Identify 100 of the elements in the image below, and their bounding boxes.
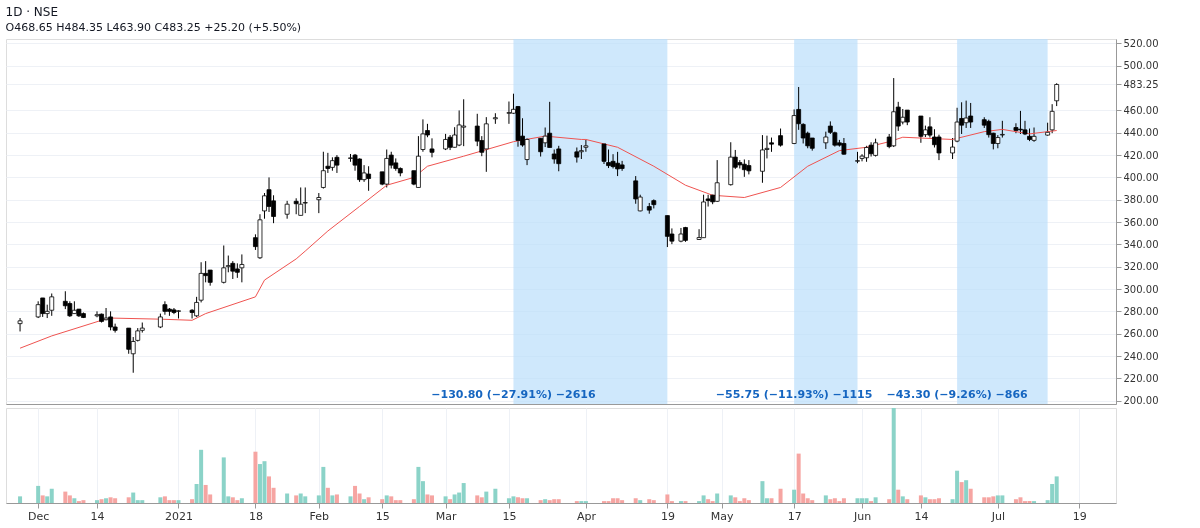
bar	[556, 499, 561, 503]
y-tick-label: 360.00	[1123, 216, 1159, 228]
candlestick	[239, 253, 245, 283]
x-tick-label: 17	[787, 509, 802, 523]
bar	[380, 499, 385, 503]
bar	[1000, 495, 1005, 503]
bar	[896, 489, 901, 503]
bar	[955, 470, 960, 503]
candlestick	[298, 186, 304, 216]
bar	[461, 483, 466, 503]
bar	[1013, 499, 1018, 503]
bar	[638, 500, 643, 503]
y-tick-label: 240.00	[1123, 350, 1159, 362]
bar	[416, 466, 421, 503]
bar	[520, 498, 525, 503]
bar	[864, 498, 869, 503]
x-tick-label: Apr	[576, 509, 597, 523]
bar	[221, 457, 226, 503]
bar	[67, 495, 72, 503]
x-tick-label: 2021	[164, 509, 193, 523]
candlestick	[800, 122, 806, 144]
bar	[230, 497, 235, 503]
y-tick-label: 460.00	[1123, 104, 1159, 116]
bar	[918, 495, 923, 503]
candlestick	[302, 186, 308, 214]
y-tick-label: 200.00	[1123, 395, 1159, 407]
bar	[262, 461, 267, 503]
bar	[298, 493, 303, 503]
bar	[353, 485, 358, 503]
bar	[742, 498, 747, 503]
bar	[40, 495, 45, 503]
x-tick-label: 18	[248, 509, 263, 523]
candlestick	[1054, 82, 1060, 107]
bar	[932, 499, 937, 503]
bar	[113, 498, 118, 503]
bar	[651, 500, 656, 503]
bar	[448, 499, 453, 503]
bar	[140, 500, 145, 503]
bar	[203, 484, 208, 503]
bar	[131, 492, 136, 503]
bar	[982, 497, 987, 503]
bar	[104, 498, 109, 503]
bar	[959, 482, 964, 503]
bar	[190, 499, 195, 503]
bar	[543, 499, 548, 503]
candlestick	[316, 192, 322, 214]
bar	[162, 496, 167, 503]
bar	[823, 495, 828, 503]
bar	[506, 498, 511, 503]
bar	[18, 496, 23, 503]
bar	[334, 494, 339, 503]
band-label: −130.80 (−27.91%) −2616	[431, 388, 596, 401]
candlestick	[601, 143, 607, 165]
y-tick-label: 320.00	[1123, 261, 1159, 273]
bar	[384, 495, 389, 503]
bar	[611, 498, 616, 503]
bar	[36, 485, 41, 503]
bar	[158, 497, 163, 503]
candlestick	[542, 127, 548, 148]
bar	[968, 488, 973, 503]
y-tick-label: 280.00	[1123, 305, 1159, 317]
bar	[796, 453, 801, 503]
x-tick-label: 15	[375, 509, 390, 523]
y-tick-label: 420.00	[1123, 149, 1159, 161]
candlestick	[1049, 103, 1055, 134]
bar	[647, 499, 652, 503]
bar	[900, 496, 905, 503]
bar	[493, 488, 498, 503]
x-tick-label: May	[710, 509, 735, 523]
candlestick	[547, 101, 553, 148]
bar	[171, 500, 176, 503]
y-tick-label: 260.00	[1123, 328, 1159, 340]
bar	[760, 481, 765, 503]
bar	[810, 500, 815, 503]
bar	[81, 500, 86, 503]
bar	[484, 491, 489, 503]
x-tick-label: Feb	[309, 509, 330, 523]
bar	[995, 495, 1000, 503]
bar	[633, 498, 638, 503]
bar	[452, 494, 457, 503]
x-tick-label: 14	[90, 509, 105, 523]
bar	[425, 494, 430, 503]
x-tick-label: 15	[502, 509, 517, 523]
bar	[253, 451, 258, 503]
bar	[479, 497, 484, 503]
bar	[936, 498, 941, 503]
bar	[991, 496, 996, 503]
bar	[841, 498, 846, 503]
bar	[235, 500, 240, 503]
bar	[715, 493, 720, 503]
bar	[538, 500, 543, 503]
y-tick-label: 340.00	[1123, 238, 1159, 250]
bar	[615, 498, 620, 503]
bar	[285, 493, 290, 503]
x-tick-label: Jul	[990, 509, 1005, 523]
bar	[1018, 497, 1023, 503]
bar	[49, 488, 54, 503]
band-label: −43.30 (−9.26%) −866	[886, 388, 1029, 401]
bar	[429, 495, 434, 503]
bar	[393, 500, 398, 503]
